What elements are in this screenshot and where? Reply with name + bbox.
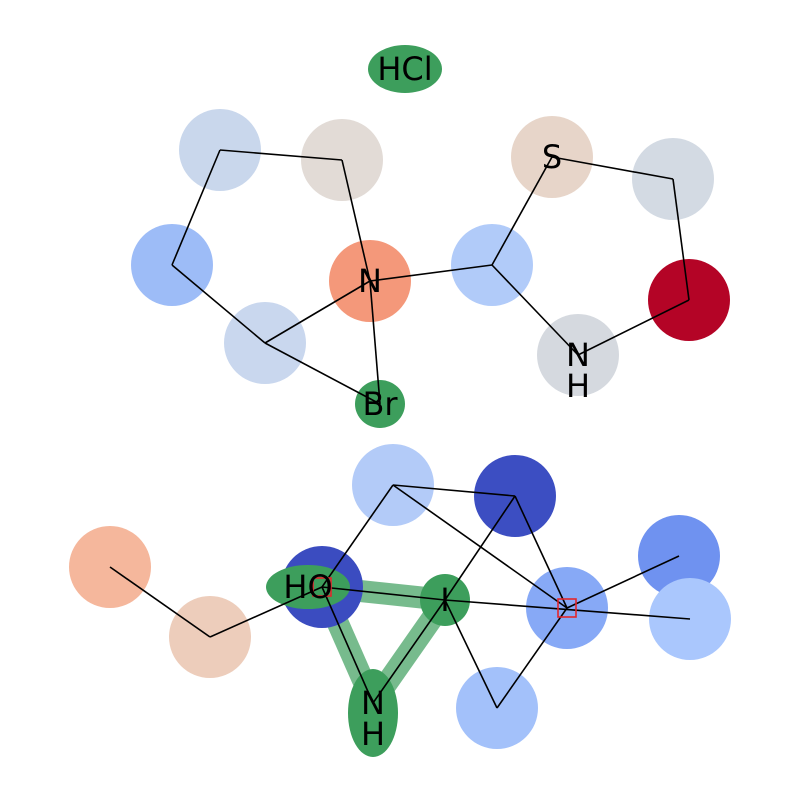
atom-label-text-cl_hcl: HCl xyxy=(377,50,432,88)
bond-c_thz_c4-n_thz xyxy=(577,299,690,356)
bond-c_ring_top_left-c_ring_top_right xyxy=(219,149,343,161)
bond-c_thz_c2-s_thz xyxy=(491,156,553,266)
atom-label-n_thz-n: N xyxy=(566,336,590,374)
atom-label-text-n_center: N xyxy=(358,262,382,300)
bond-c_ethyl_end-c_ethyl_mid xyxy=(109,566,211,638)
bond-o_ho-i_iodo xyxy=(321,586,446,601)
stereo-marker-c_quat xyxy=(557,598,577,618)
atom-label-s_thz: S xyxy=(542,138,562,176)
atom-label-n_thz: NH xyxy=(566,336,590,405)
atom-label-text-br: Br xyxy=(362,385,398,423)
stereo-marker-layer xyxy=(312,577,577,618)
atom-label-text-s_thz: S xyxy=(542,138,562,176)
bond-c_quat-c_me_a xyxy=(566,555,680,609)
bond-o_ho-c_top_a xyxy=(321,484,394,588)
bond-c_ring_top_right-n_center xyxy=(341,159,371,282)
atom-label-text-i_iodo: I xyxy=(440,581,449,619)
bond-n_nh-i_iodo xyxy=(372,599,446,704)
atom-cl_hcl xyxy=(368,45,442,93)
atom-label-n_nh-h: H xyxy=(361,715,385,753)
atom-n_nh xyxy=(348,669,398,757)
bond-n_center-br xyxy=(369,280,381,405)
bond-c_ring_top_left-c_ring_left xyxy=(171,149,221,266)
bond-c_top_b-i_iodo xyxy=(444,495,516,601)
bond-c_top_a-c_top_b xyxy=(392,484,516,497)
atom-label-cl_hcl: HCl xyxy=(377,50,432,88)
atom-label-n_nh: NH xyxy=(361,684,385,753)
atom-label-n_thz-h: H xyxy=(566,367,590,405)
bond-c_ring_left-c_ring_bottom xyxy=(171,264,266,344)
bond-c_thz_c5-c_thz_c4 xyxy=(672,178,690,301)
bond-c_top_b-c_quat xyxy=(514,495,568,609)
bond-n_thz-c_thz_c2 xyxy=(491,264,579,356)
bond-o_ho-n_nh xyxy=(321,586,374,704)
bond-layer xyxy=(109,149,691,709)
atom-label-n_nh-n: N xyxy=(361,684,385,722)
bond-c_ring_bottom-br xyxy=(264,342,381,405)
bond-c_ring_bottom-n_center xyxy=(264,280,371,344)
atom-label-br: Br xyxy=(362,385,398,423)
bond-c_bottom-i_iodo xyxy=(444,599,498,709)
atom-label-o_ho: HO xyxy=(283,568,332,606)
stereo-marker-o_ho xyxy=(312,577,332,597)
bond-s_thz-c_thz_c5 xyxy=(551,156,674,180)
bond-i_iodo-c_me_b xyxy=(444,599,691,620)
bond-c_quat-c_bottom xyxy=(496,607,568,709)
bond-c_ethyl_mid-o_ho xyxy=(209,586,323,638)
atom-label-i_iodo: I xyxy=(440,581,449,619)
atom-label-n_center: N xyxy=(358,262,382,300)
bond-n_center-c_thz_c2 xyxy=(369,264,493,282)
bond-c_top_a-c_quat xyxy=(392,484,568,609)
atom-label-text-o_ho: HO xyxy=(283,568,332,606)
